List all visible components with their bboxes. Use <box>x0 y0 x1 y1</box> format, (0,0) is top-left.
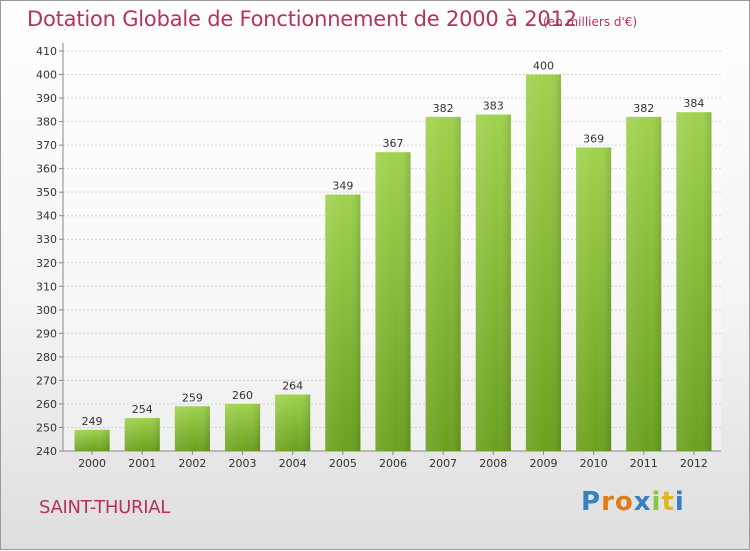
bar-shade-2007 <box>425 116 461 451</box>
bar-shade-2012 <box>676 112 712 452</box>
y-tick-label: 270 <box>36 374 57 387</box>
y-tick-label: 360 <box>36 163 57 176</box>
proxiti-logo: Proxiti <box>581 487 685 517</box>
value-label-2004: 264 <box>282 380 303 393</box>
y-tick-label: 310 <box>36 280 57 293</box>
value-label-2012: 384 <box>683 97 704 110</box>
bar-shade-2006 <box>375 152 411 452</box>
logo-letter: i <box>674 487 685 517</box>
city-name: SAINT-THURIAL <box>39 497 170 518</box>
x-tick-label-2001: 2001 <box>128 457 156 470</box>
y-tick-label: 250 <box>36 421 57 434</box>
value-label-2008: 383 <box>483 100 504 113</box>
y-tick-label: 320 <box>36 257 57 270</box>
logo-letter: o <box>614 487 634 517</box>
value-label-2011: 382 <box>633 102 654 115</box>
x-tick-label-2005: 2005 <box>329 457 357 470</box>
bar-shade-2005 <box>325 194 361 451</box>
value-label-2000: 249 <box>82 415 103 428</box>
value-label-2003: 260 <box>232 389 253 402</box>
chart-title: Dotation Globale de Fonctionnement de 20… <box>27 7 577 31</box>
value-label-2006: 367 <box>383 137 404 150</box>
bar-shade-2010 <box>576 147 612 451</box>
y-tick-label: 370 <box>36 139 57 152</box>
chart-subtitle: (en milliers d'€) <box>543 15 638 29</box>
x-tick-label-2007: 2007 <box>429 457 457 470</box>
x-tick-label-2006: 2006 <box>379 457 407 470</box>
logo-letter: P <box>581 487 602 517</box>
x-tick-label-2004: 2004 <box>279 457 307 470</box>
logo-letter: r <box>601 487 615 517</box>
y-tick-label: 390 <box>36 92 57 105</box>
x-tick-label-2009: 2009 <box>529 457 557 470</box>
y-tick-label: 410 <box>36 45 57 58</box>
y-tick-label: 350 <box>36 186 57 199</box>
bar-shade-2008 <box>475 114 511 451</box>
bar-shade-2009 <box>525 74 562 451</box>
y-tick-label: 240 <box>36 445 57 458</box>
x-tick-label-2010: 2010 <box>580 457 608 470</box>
y-tick-label: 400 <box>36 69 57 82</box>
y-tick-label: 330 <box>36 233 57 246</box>
logo-letter: i <box>651 487 662 517</box>
y-tick-label: 340 <box>36 210 57 223</box>
y-tick-label: 380 <box>36 116 57 129</box>
y-tick-label: 280 <box>36 351 57 364</box>
bar-shade-2003 <box>224 403 261 451</box>
value-label-2001: 254 <box>132 403 153 416</box>
value-label-2007: 382 <box>433 102 454 115</box>
bar-shade-2011 <box>626 116 662 451</box>
value-label-2002: 259 <box>182 391 203 404</box>
x-tick-label-2008: 2008 <box>479 457 507 470</box>
logo-letter: t <box>661 487 675 517</box>
x-tick-label-2000: 2000 <box>78 457 106 470</box>
bar-shade-2000 <box>74 429 110 451</box>
x-tick-label-2003: 2003 <box>229 457 257 470</box>
x-tick-label-2012: 2012 <box>680 457 708 470</box>
bar-shade-2001 <box>124 418 160 451</box>
x-tick-label-2011: 2011 <box>630 457 658 470</box>
value-label-2009: 400 <box>533 60 554 73</box>
x-tick-label-2002: 2002 <box>178 457 206 470</box>
bar-shade-2004 <box>275 394 311 451</box>
logo-letter: x <box>633 487 652 517</box>
y-tick-label: 260 <box>36 398 57 411</box>
bar-shade-2002 <box>174 406 210 451</box>
y-tick-label: 300 <box>36 304 57 317</box>
y-tick-label: 290 <box>36 327 57 340</box>
value-label-2005: 349 <box>332 180 353 193</box>
value-label-2010: 369 <box>583 132 604 145</box>
